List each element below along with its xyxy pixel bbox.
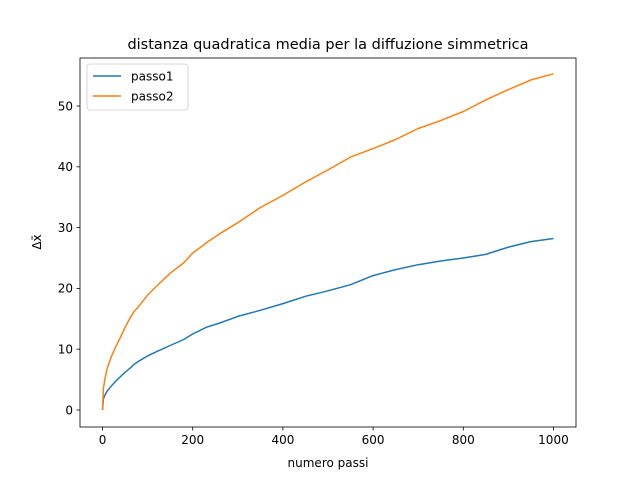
chart-title: distanza quadratica media per la diffuzi… [127,37,528,53]
y-tick-label: 50 [58,99,73,113]
y-tick-label: 10 [58,342,73,356]
x-tick-label: 800 [452,433,475,447]
legend: passo1 passo2 [86,63,189,111]
series-line-passo2 [101,73,554,411]
y-tick-label: 30 [58,221,73,235]
x-tick-label: 200 [181,433,204,447]
y-tick-label: 40 [58,160,73,174]
y-axis-label: Δx̄ [30,234,44,249]
x-tick-label: 600 [362,433,385,447]
y-tick-label: 0 [65,403,73,417]
y-axis-ticks: 0 10 20 30 40 50 [58,99,80,417]
series-layer [101,73,554,411]
legend-label-passo2: passo2 [131,89,173,103]
x-tick-label: 0 [99,433,107,447]
x-axis-label: numero passi [288,456,369,470]
legend-label-passo1: passo1 [131,69,173,83]
y-tick-label: 20 [58,282,73,296]
x-tick-label: 400 [271,433,294,447]
axes-frame [79,57,577,428]
series-line-passo1 [101,237,554,411]
x-axis-ticks: 0 200 400 600 800 1000 [99,427,569,447]
x-tick-label: 1000 [538,433,569,447]
